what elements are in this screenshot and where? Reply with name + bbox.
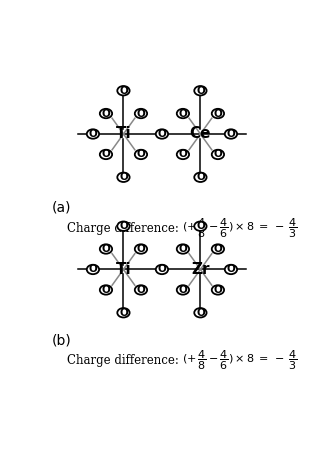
Text: O: O: [102, 108, 110, 119]
Ellipse shape: [225, 265, 237, 274]
Text: O: O: [119, 308, 128, 318]
Text: O: O: [178, 150, 187, 159]
Text: O: O: [89, 264, 97, 275]
Text: O: O: [227, 129, 235, 139]
Text: Zr: Zr: [191, 262, 210, 277]
Text: Charge difference:: Charge difference:: [67, 222, 179, 235]
Ellipse shape: [100, 244, 112, 254]
Text: O: O: [102, 285, 110, 295]
Ellipse shape: [100, 285, 112, 294]
Text: O: O: [102, 244, 110, 254]
Ellipse shape: [100, 109, 112, 118]
Text: Charge difference:: Charge difference:: [67, 354, 179, 367]
Text: O: O: [137, 108, 145, 119]
Text: $(+\,\dfrac{4}{8} - \dfrac{4}{6})\times 8\; =\; -\,\dfrac{4}{3}$: $(+\,\dfrac{4}{8} - \dfrac{4}{6})\times …: [182, 349, 298, 372]
Text: O: O: [89, 129, 97, 139]
Ellipse shape: [87, 265, 99, 274]
Text: O: O: [119, 86, 128, 96]
Ellipse shape: [177, 150, 189, 159]
Text: Ce: Ce: [190, 126, 211, 142]
Ellipse shape: [194, 221, 207, 231]
Ellipse shape: [212, 285, 224, 294]
Ellipse shape: [225, 129, 237, 139]
Ellipse shape: [135, 150, 147, 159]
Ellipse shape: [177, 285, 189, 294]
Ellipse shape: [117, 221, 130, 231]
Ellipse shape: [135, 109, 147, 118]
Ellipse shape: [87, 129, 99, 139]
Text: O: O: [196, 172, 205, 182]
Text: O: O: [137, 285, 145, 295]
Text: O: O: [158, 129, 166, 139]
Ellipse shape: [100, 150, 112, 159]
Ellipse shape: [212, 244, 224, 254]
Ellipse shape: [212, 109, 224, 118]
Ellipse shape: [156, 265, 168, 274]
Text: O: O: [213, 150, 222, 159]
Text: O: O: [178, 285, 187, 295]
Ellipse shape: [212, 150, 224, 159]
Ellipse shape: [177, 109, 189, 118]
Text: O: O: [119, 172, 128, 182]
Text: O: O: [196, 86, 205, 96]
Text: (a): (a): [52, 200, 71, 214]
Text: O: O: [102, 150, 110, 159]
Ellipse shape: [135, 244, 147, 254]
Ellipse shape: [194, 173, 207, 182]
Ellipse shape: [117, 308, 130, 318]
Ellipse shape: [117, 86, 130, 95]
Text: O: O: [213, 108, 222, 119]
Text: Ti: Ti: [116, 126, 131, 142]
Text: O: O: [158, 264, 166, 275]
Ellipse shape: [135, 285, 147, 294]
Text: O: O: [196, 308, 205, 318]
Text: (b): (b): [52, 334, 71, 348]
Ellipse shape: [156, 129, 168, 139]
Text: O: O: [178, 244, 187, 254]
Text: O: O: [178, 108, 187, 119]
Ellipse shape: [117, 173, 130, 182]
Text: O: O: [227, 264, 235, 275]
Text: O: O: [137, 150, 145, 159]
Ellipse shape: [194, 308, 207, 318]
Text: Ti: Ti: [116, 262, 131, 277]
Text: $(+\,\dfrac{4}{8} - \dfrac{4}{6})\times 8\; =\; -\,\dfrac{4}{3}$: $(+\,\dfrac{4}{8} - \dfrac{4}{6})\times …: [182, 217, 298, 240]
Text: O: O: [137, 244, 145, 254]
Ellipse shape: [194, 86, 207, 95]
Text: O: O: [196, 221, 205, 231]
Text: O: O: [119, 221, 128, 231]
Text: O: O: [213, 285, 222, 295]
Ellipse shape: [177, 244, 189, 254]
Text: O: O: [213, 244, 222, 254]
